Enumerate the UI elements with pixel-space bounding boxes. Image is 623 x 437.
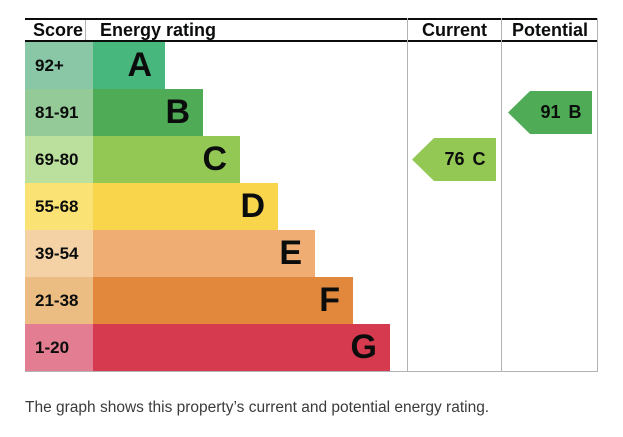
band-rows: 92+ A 81-91 B 69-80 C 55-68 D 39-54 E 21-38 F 1-20 G xyxy=(25,42,598,371)
score-range-c: 69-80 xyxy=(25,136,93,183)
score-range-a: 92+ xyxy=(25,42,93,89)
score-range-b: 81-91 xyxy=(25,89,93,136)
rating-letter: B xyxy=(165,93,190,131)
band-row-g: 1-20 G xyxy=(25,324,598,371)
band-row-a: 92+ A xyxy=(25,42,598,89)
current-column-header: Current xyxy=(407,20,501,40)
rating-letter: A xyxy=(127,46,152,84)
band-row-d: 55-68 D xyxy=(25,183,598,230)
rating-letter: E xyxy=(279,234,302,272)
rating-letter: D xyxy=(240,187,265,225)
rating-bar-a: A xyxy=(93,42,165,89)
potential-rating-band: B xyxy=(568,102,582,122)
column-divider-potential xyxy=(501,18,502,371)
current-rating-value: 76 xyxy=(444,149,465,169)
chart-right-border xyxy=(597,18,598,371)
energy-rating-column-header: Energy rating xyxy=(85,20,407,40)
rating-bar-b: B xyxy=(93,89,203,136)
band-row-c: 69-80 C xyxy=(25,136,598,183)
rating-bar-c: C xyxy=(93,136,240,183)
score-range-f: 21-38 xyxy=(25,277,93,324)
rating-bar-g: G xyxy=(93,324,390,371)
band-row-b: 81-91 B xyxy=(25,89,598,136)
rating-letter: C xyxy=(202,140,227,178)
score-range-g: 1-20 xyxy=(25,324,93,371)
chart-caption: The graph shows this property’s current … xyxy=(25,399,490,416)
score-range-e: 39-54 xyxy=(25,230,93,277)
potential-rating-value: 91 xyxy=(540,102,561,122)
chart-header-row: Score Energy rating Current Potential xyxy=(25,18,598,42)
rating-letter: F xyxy=(319,281,340,319)
rating-bar-e: E xyxy=(93,230,315,277)
potential-column-header: Potential xyxy=(501,20,598,40)
band-row-f: 21-38 F xyxy=(25,277,598,324)
rating-letter: G xyxy=(350,328,377,366)
rating-bar-f: F xyxy=(93,277,353,324)
column-divider-current xyxy=(407,18,408,371)
score-column-header: Score xyxy=(33,20,84,40)
epc-energy-rating-chart: Score Energy rating Current Potential 92… xyxy=(25,18,598,372)
current-rating-band: C xyxy=(472,149,486,169)
score-range-d: 55-68 xyxy=(25,183,93,230)
rating-bar-d: D xyxy=(93,183,278,230)
band-row-e: 39-54 E xyxy=(25,230,598,277)
